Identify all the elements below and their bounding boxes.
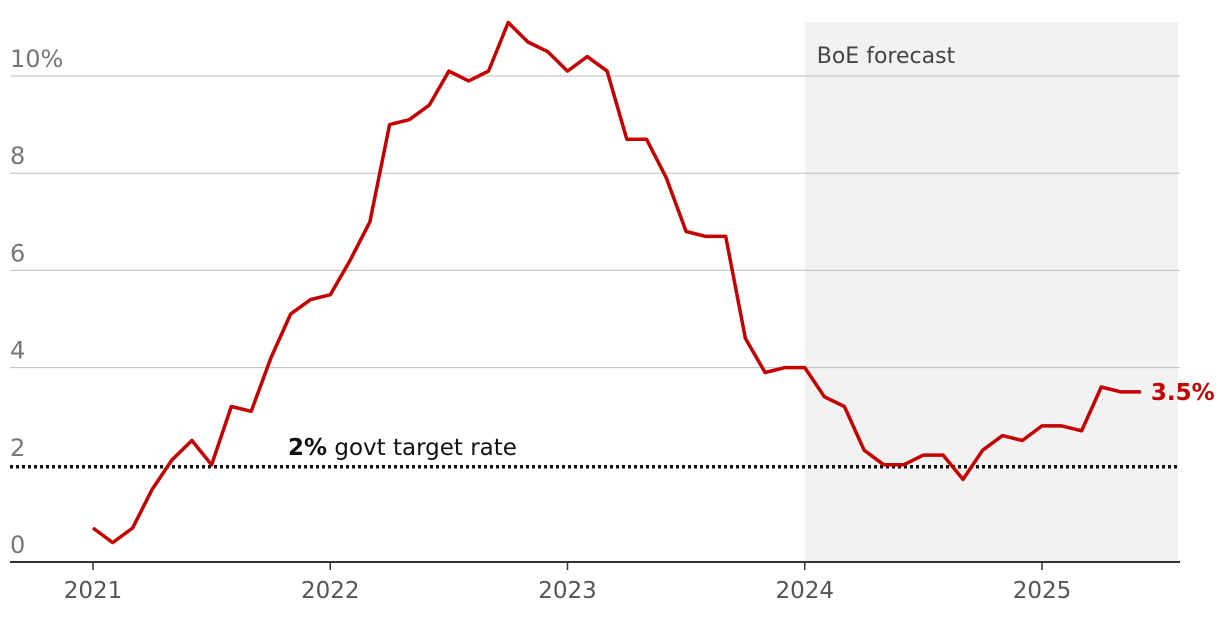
x-tick-label: 2022 [301, 578, 360, 604]
y-tick-label: 4 [10, 337, 25, 365]
target-rate-text: govt target rate [327, 435, 517, 461]
x-axis-ticks: 2021 2022 2023 2024 2025 [64, 562, 1072, 604]
series-end-label: 3.5% [1151, 380, 1215, 406]
x-tick-label: 2025 [1013, 578, 1072, 604]
x-tick-label: 2023 [538, 578, 597, 604]
y-tick-label: 10% [10, 45, 63, 73]
forecast-region [804, 22, 1178, 562]
y-tick-label: 2 [10, 434, 25, 462]
forecast-label: BoE forecast [817, 44, 956, 69]
y-tick-label: 0 [10, 531, 25, 559]
x-tick-label: 2024 [775, 578, 834, 604]
inflation-series-line [91, 20, 1141, 545]
target-rate-label: 2% govt target rate [288, 435, 517, 461]
gridlines [10, 75, 1180, 369]
y-tick-label: 6 [10, 239, 25, 267]
y-tick-label: 8 [10, 142, 25, 170]
target-rate-value: 2% [288, 435, 327, 461]
y-axis-ticks: 0 2 4 6 8 10% [10, 45, 63, 559]
x-tick-label: 2021 [64, 578, 123, 604]
